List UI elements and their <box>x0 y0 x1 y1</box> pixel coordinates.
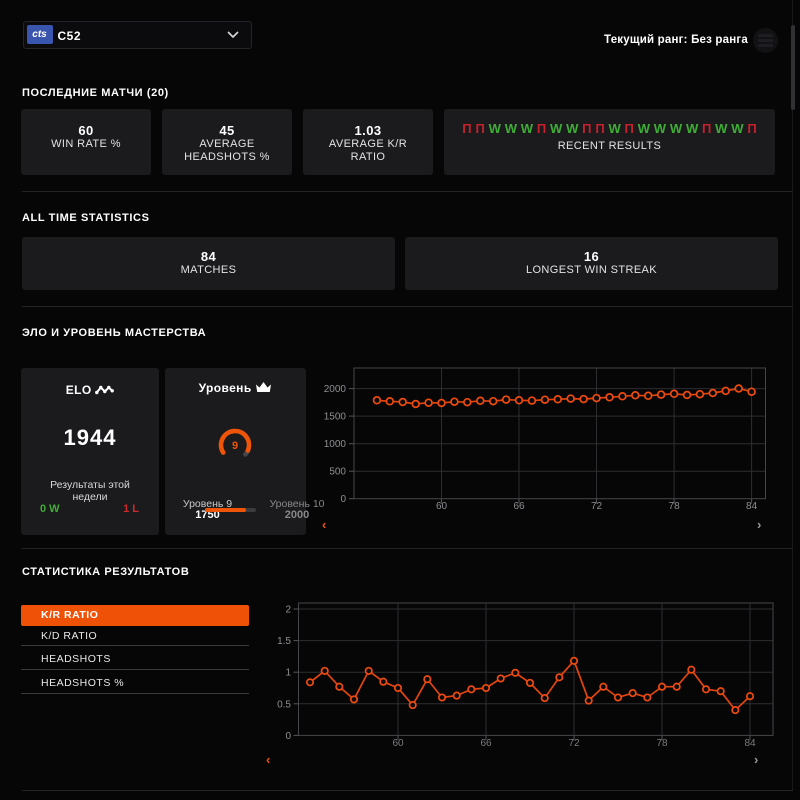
svg-text:0.5: 0.5 <box>277 699 291 710</box>
svg-text:66: 66 <box>480 738 492 749</box>
svg-text:1.5: 1.5 <box>277 636 291 647</box>
svg-text:66: 66 <box>513 501 525 512</box>
svg-text:9: 9 <box>232 440 238 452</box>
svg-text:78: 78 <box>669 501 681 512</box>
svg-text:0: 0 <box>285 731 291 742</box>
svg-text:84: 84 <box>746 501 758 512</box>
svg-text:78: 78 <box>656 738 668 749</box>
svg-text:2: 2 <box>285 605 291 616</box>
svg-text:2000: 2000 <box>324 384 347 395</box>
svg-text:60: 60 <box>436 501 448 512</box>
svg-text:0: 0 <box>340 494 346 505</box>
svg-text:1500: 1500 <box>324 412 347 423</box>
svg-text:72: 72 <box>568 738 580 749</box>
svg-text:72: 72 <box>591 501 603 512</box>
svg-text:1: 1 <box>285 668 291 679</box>
svg-text:84: 84 <box>744 738 756 749</box>
svg-text:500: 500 <box>329 467 346 478</box>
svg-text:1000: 1000 <box>324 439 347 450</box>
svg-text:60: 60 <box>392 738 404 749</box>
